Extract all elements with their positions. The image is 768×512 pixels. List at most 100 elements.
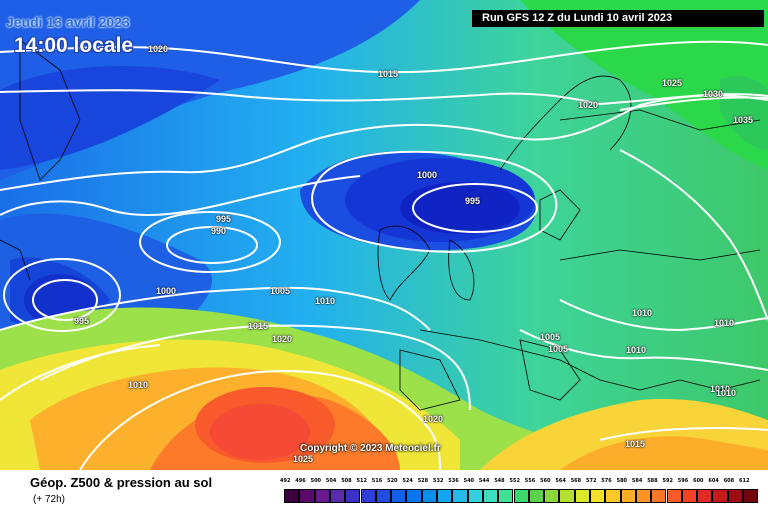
isobar-label: 1000 <box>156 286 177 296</box>
isobar-label: 1015 <box>625 439 646 449</box>
scale-swatch <box>743 489 759 503</box>
scale-label: 528 <box>417 478 429 484</box>
scale-label: 524 <box>402 478 413 484</box>
isobar-label: 1010 <box>626 345 647 355</box>
geopotential-fill <box>0 0 768 470</box>
color-scale: 492 496 500 504 508 512 516 520 524 528 532 536 540 5… <box>280 478 759 508</box>
isobar-label: 1005 <box>548 344 569 354</box>
scale-swatch <box>299 489 315 503</box>
scale-swatch <box>406 489 422 503</box>
isobar-label: 995 <box>74 316 90 326</box>
isobar-label: 995 <box>216 214 232 224</box>
isobar-label: 1005 <box>270 286 291 296</box>
isobar-label: 1025 <box>293 454 314 464</box>
isobar-label: 1035 <box>733 115 754 125</box>
scale-label: 504 <box>325 478 337 484</box>
forecast-range: (+ 72h) <box>33 494 65 505</box>
scale-label: 556 <box>524 478 536 484</box>
scale-label: 564 <box>555 478 566 484</box>
isobar-label: 1010 <box>315 296 336 306</box>
scale-label: 560 <box>540 478 551 484</box>
scale-label: 608 <box>723 478 735 484</box>
isobar-label: 1020 <box>148 44 169 54</box>
isobar-label: 1010 <box>714 318 735 328</box>
isobar-label: 1000 <box>417 170 438 180</box>
scale-label: 588 <box>647 478 658 484</box>
isobar-label: 1010 <box>632 308 653 318</box>
isobar-label: 995 <box>465 196 481 206</box>
scale-swatch <box>544 489 560 503</box>
coastlines <box>0 39 761 411</box>
scale-swatch <box>437 489 453 503</box>
scale-label: 512 <box>356 478 367 484</box>
scale-label: 568 <box>570 478 582 484</box>
scale-swatch <box>727 489 743 503</box>
isobars <box>0 40 768 470</box>
scale-label: 516 <box>371 478 383 484</box>
isobar-label: 990 <box>211 226 227 236</box>
scale-swatch <box>375 489 392 503</box>
forecast-map <box>0 0 768 470</box>
scale-label: 540 <box>463 478 475 484</box>
scale-label: 532 <box>433 478 444 484</box>
scale-label: 492 <box>280 478 291 484</box>
scale-swatch <box>559 489 575 503</box>
forecast-time: 14:00 locale <box>14 34 134 57</box>
scale-label: 580 <box>616 478 628 484</box>
scale-swatch <box>528 489 545 503</box>
isobar-label: 1020 <box>578 100 599 110</box>
scale-swatch <box>421 489 437 503</box>
scale-label: 544 <box>478 478 490 484</box>
scale-label: 500 <box>310 478 322 484</box>
scale-label: 596 <box>677 478 689 484</box>
scale-swatch <box>314 489 330 503</box>
scale-label: 572 <box>586 478 597 484</box>
isobar-label: 1015 <box>378 69 399 79</box>
scale-swatch <box>681 489 698 503</box>
scale-swatch <box>590 489 606 503</box>
isobar-label: 1010 <box>716 388 737 398</box>
scale-swatch <box>712 489 728 503</box>
scale-swatch <box>452 489 468 503</box>
scale-label: 604 <box>708 478 719 484</box>
scale-swatch <box>360 489 376 503</box>
scale-swatch <box>697 489 713 503</box>
scale-label: 600 <box>693 478 704 484</box>
scale-swatch <box>620 489 636 503</box>
map-title: Géop. Z500 & pression au sol <box>30 475 213 490</box>
scale-label: 592 <box>662 478 673 484</box>
scale-label: 576 <box>601 478 612 484</box>
scale-label: 508 <box>341 478 352 484</box>
scale-swatch <box>284 489 300 503</box>
isobar-label: 1010 <box>710 384 731 394</box>
scale-swatch <box>329 489 346 503</box>
isobar-label: 1005 <box>540 332 561 342</box>
scale-swatch <box>391 489 407 503</box>
scale-swatch <box>635 489 652 503</box>
scale-label: 536 <box>448 478 459 484</box>
isobar-label: 1020 <box>272 334 293 344</box>
scale-swatch <box>666 489 682 503</box>
scale-label: 548 <box>494 478 505 484</box>
scale-swatch <box>574 489 590 503</box>
scale-label: 552 <box>509 478 520 484</box>
scale-swatch <box>605 489 621 503</box>
scale-swatch <box>513 489 529 503</box>
isobar-label: 1025 <box>662 78 683 88</box>
forecast-date: Jeudi 13 avril 2023 <box>6 14 130 30</box>
isobar-label: 1015 <box>248 321 269 331</box>
legend-bar: Géop. Z500 & pression au sol (+ 72h) 492… <box>0 470 768 512</box>
isobar-label: 1020 <box>423 414 444 424</box>
isobar-label: 1030 <box>703 89 724 99</box>
isobar-label: 1010 <box>128 380 149 390</box>
scale-swatch <box>651 489 667 503</box>
scale-label: 520 <box>387 478 398 484</box>
run-info: Run GFS 12 Z du Lundi 10 avril 2023 <box>472 10 764 27</box>
scale-label: 584 <box>631 478 643 484</box>
scale-swatch <box>498 489 514 503</box>
scale-label: 496 <box>295 478 306 484</box>
scale-label: 612 <box>739 478 750 484</box>
scale-swatch <box>467 489 483 503</box>
scale-swatch <box>345 489 361 503</box>
